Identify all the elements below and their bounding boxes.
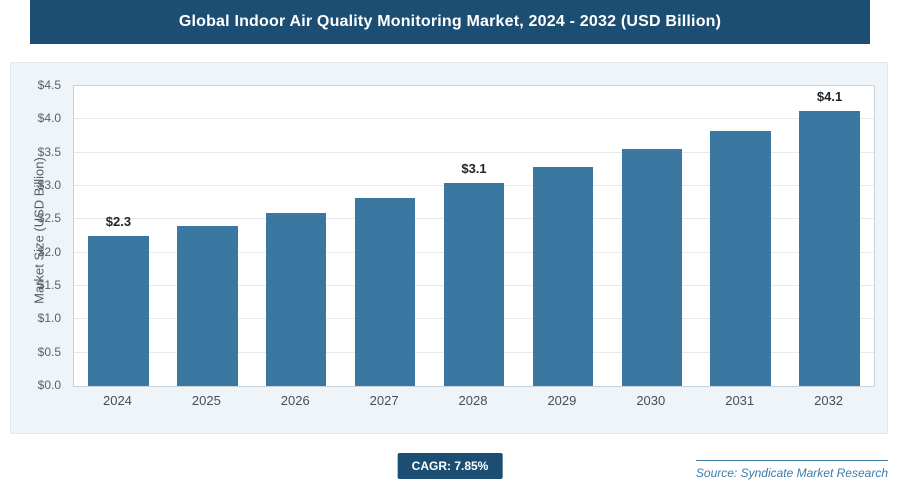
x-axis-tick-label: 2029 [547,393,577,408]
x-axis-tick-label: 2024 [102,393,132,408]
source-attribution: Source: Syndicate Market Research [695,460,888,480]
bar-value-label: $4.1 [816,89,843,105]
y-axis-tick-label: $3.0 [37,178,61,192]
bar-slot [607,86,696,386]
bar-2030 [621,149,682,386]
y-axis-tick-label: $2.0 [37,244,61,259]
plot-area: $2.3 $3.1 $4.1 [73,85,875,387]
bar-2025 [177,226,238,386]
bar-2024 [88,236,149,386]
bar-series: $2.3 $3.1 $4.1 [74,86,874,386]
y-axis-tick-label: $2.5 [37,211,61,226]
x-axis-tick-label: 2027 [369,393,399,408]
y-axis-tick-label: $1.0 [37,311,61,326]
chart-title: Global Indoor Air Quality Monitoring Mar… [178,13,722,30]
x-axis-tick-label: 2032 [814,393,844,408]
x-axis-tick-label: 2026 [280,393,310,408]
x-axis-tick-label: 2028 [458,393,488,408]
bar-value-label: $3.1 [461,160,487,176]
y-axis-tick-label: $1.5 [37,278,61,292]
bar-2029 [532,167,594,386]
y-axis: $0.0 $0.5 $1.0 $1.5 $2.0 $2.5 $3.0 $3.5 $4.0 $4.5 [11,78,67,392]
bar-slot [163,86,252,386]
bar-value-label: $2.3 [105,214,132,229]
bar-slot [696,86,785,386]
bar-slot: $4.1 [785,86,874,386]
bar-slot: $2.3 [74,86,163,386]
gridline [74,118,874,120]
bar-2026 [266,212,327,386]
y-axis-tick-label: $0.5 [37,344,61,359]
x-axis-tick-label: 2025 [191,393,221,408]
x-axis-tick-label: 2031 [725,393,755,408]
bar-2032 [799,111,860,386]
x-axis-tick-label: 2030 [636,393,666,408]
cagr-badge: CAGR: 7.85% [397,453,503,479]
bar-2031 [710,131,771,386]
bar-slot [518,86,607,386]
bar-2027 [354,198,416,386]
y-axis-tick-label: $0.0 [37,378,61,392]
gridline [74,151,874,153]
x-axis: 2024 2025 2026 2027 2028 2029 2030 2031 2032 [73,393,873,408]
y-axis-tick-label: $3.5 [37,144,61,159]
bar-slot [341,86,430,386]
y-axis-tick-label: $4.0 [37,111,61,126]
chart-panel: Market Size (USD Billion) $0.0 $0.5 $1.0 $1… [10,62,888,434]
bar-2028 [443,182,505,386]
bar-slot: $3.1 [430,86,519,386]
bar-slot [252,86,341,386]
y-axis-tick-label: $4.5 [37,78,61,92]
chart-title-band: Global Indoor Air Quality Monitoring Mar… [30,0,870,44]
